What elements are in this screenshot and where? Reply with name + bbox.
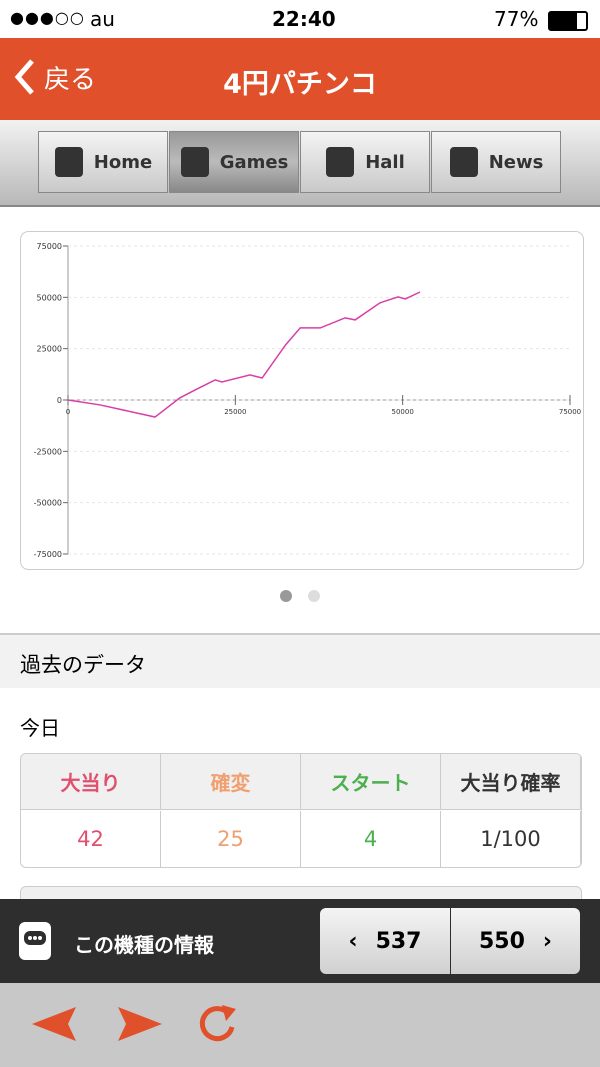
tab-label: Home: [93, 151, 153, 173]
chevron: ‹: [348, 928, 358, 954]
next-button[interactable]: 550 ›: [451, 908, 580, 974]
table-header: 大当り確率: [441, 754, 581, 810]
x-tick-label: 25000: [224, 408, 246, 416]
table-header: スタート: [301, 754, 441, 810]
tab-icon: [326, 147, 355, 177]
carrier: au: [90, 7, 115, 31]
icon-shape: [449, 147, 478, 177]
chevron: ›: [542, 928, 552, 954]
x-tick-label: 0: [66, 408, 70, 416]
reload[interactable]: [199, 1005, 236, 1042]
tab[interactable]: Hall: [300, 131, 430, 193]
table-header: 大当り: [21, 754, 161, 810]
data-line: [67, 291, 421, 418]
period-label: 今日: [20, 716, 60, 740]
table-cell: 1/100: [441, 811, 581, 867]
back-arrow[interactable]: [32, 1007, 76, 1041]
status-bar: ●●●○○ au 22:40 77%: [0, 0, 600, 38]
data-table: 大当り 確変 スタート 大当り確率 42 25 4 1/100: [20, 753, 582, 868]
tab-icon: [180, 147, 209, 177]
pager-dot[interactable]: [308, 590, 320, 602]
y-tick-label: 25000: [37, 345, 62, 354]
x-tick-label: 75000: [559, 408, 581, 416]
tab-icon: [54, 147, 83, 177]
battery: 77%: [494, 7, 539, 31]
tab[interactable]: Games: [169, 131, 299, 193]
tab[interactable]: News: [431, 131, 561, 193]
machine-info[interactable]: この機種の情報: [74, 933, 214, 957]
bottom-bar: この機種の情報 ‹ 537 550 ›: [0, 899, 600, 983]
back-button[interactable]: 戻る: [14, 58, 96, 96]
table-cell: 42: [21, 811, 161, 867]
icon-shape: [54, 147, 83, 177]
chart: 75000 50000 25000 0 -25000 -50000 -75000 0 25000…: [20, 231, 584, 570]
tab-label: News: [488, 151, 544, 173]
toolbar: [0, 983, 600, 1067]
table-header: 確変: [161, 754, 301, 810]
tab[interactable]: Home: [38, 131, 168, 193]
pager-dot[interactable]: [280, 590, 292, 602]
y-tick-label: 0: [57, 396, 62, 405]
y-tick-label: 50000: [37, 293, 62, 302]
pager: [280, 590, 320, 602]
y-tick-label: 75000: [37, 242, 62, 251]
tab-icon: [449, 147, 478, 177]
icon-shape: [326, 147, 355, 177]
tab-label: Games: [219, 151, 289, 173]
icon-shape: [180, 147, 209, 177]
table-cell: 4: [301, 811, 441, 867]
tab-label: Hall: [365, 151, 405, 173]
section-header: 過去のデータ: [0, 633, 600, 688]
back-chevron: [14, 59, 34, 95]
prev-button[interactable]: ‹ 537: [320, 908, 450, 974]
y-tick-label: -25000: [34, 447, 62, 456]
nav-bar: 戻る 4円パチンコ: [0, 38, 600, 120]
back-label: 戻る: [44, 64, 97, 95]
nav-title: 4円パチンコ: [223, 69, 377, 100]
forward-arrow[interactable]: [118, 1007, 162, 1041]
machine-icon: [19, 922, 51, 960]
battery-icon: [548, 11, 588, 31]
next-number: 550: [478, 928, 525, 954]
time: 22:40: [272, 7, 336, 31]
prev-number: 537: [375, 928, 422, 954]
y-tick-label: -75000: [34, 550, 62, 559]
signal: ●●●○○: [10, 8, 85, 27]
table-cell: 25: [161, 811, 301, 867]
x-tick-label: 50000: [392, 408, 414, 416]
y-tick-label: -50000: [34, 499, 62, 508]
